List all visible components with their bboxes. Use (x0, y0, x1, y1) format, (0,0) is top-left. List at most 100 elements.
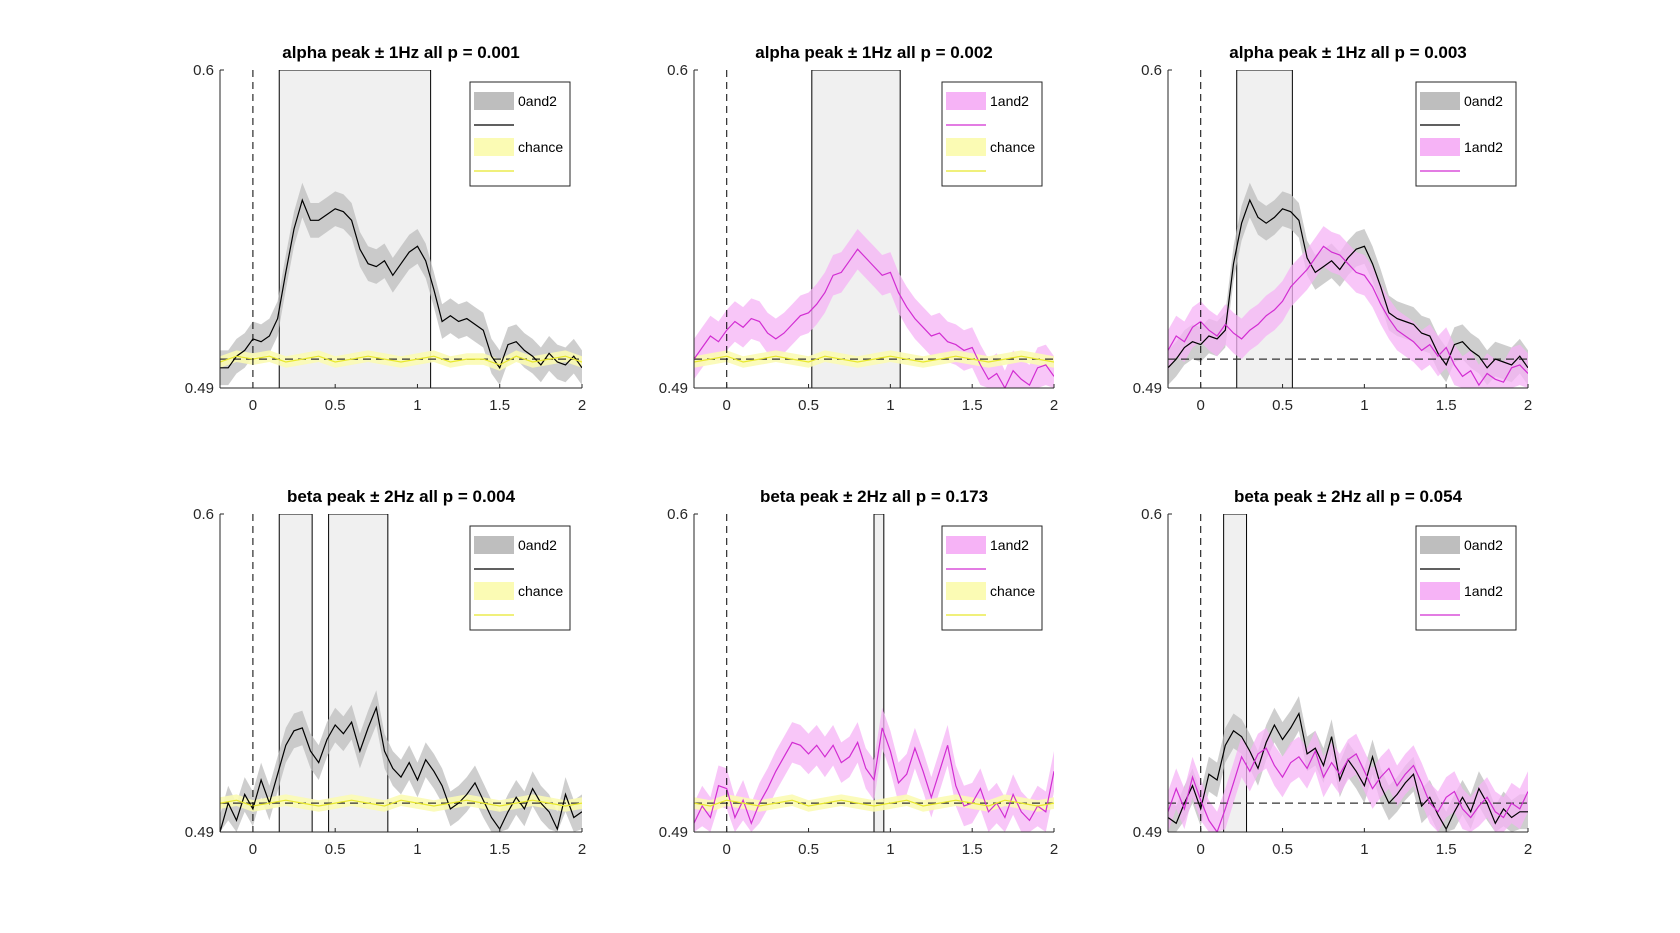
legend-band-swatch (1420, 138, 1460, 156)
legend-band-swatch (474, 582, 514, 600)
plot-area (1168, 514, 1528, 832)
legend-band-swatch (474, 138, 514, 156)
series-line-0and2 (1168, 198, 1528, 369)
x-tick-label: 0.5 (1272, 397, 1293, 414)
x-tick-label: 0 (1197, 397, 1205, 414)
plot-area (694, 514, 1054, 832)
y-tick-label: 0.49 (185, 824, 214, 841)
y-tick-label: 0.6 (193, 62, 214, 79)
series-band-0and2 (1168, 182, 1528, 386)
x-tick-label: 1.5 (962, 397, 983, 414)
x-tick-label: 0 (249, 841, 257, 858)
legend-label: 0and2 (518, 537, 557, 553)
x-tick-label: 1.5 (489, 841, 510, 858)
y-tick-label: 0.49 (185, 380, 214, 397)
legend-band-swatch (946, 582, 986, 600)
series-band-1and2 (694, 229, 1054, 388)
series-band-0and2 (220, 690, 582, 832)
subplot-6: 0 0.5 1 1.5 2 0.49 0.6 beta peak ± 2Hz all p = … (1133, 487, 1532, 858)
subplot-title: alpha peak ± 1Hz all p = 0.002 (755, 43, 993, 62)
significance-window-2 (328, 514, 389, 832)
series-band-chance (220, 350, 582, 371)
legend-band-swatch (946, 536, 986, 554)
legend-band-swatch (1420, 92, 1460, 110)
series-line-1and2 (694, 248, 1054, 388)
plot-area (220, 514, 582, 832)
significance-window-1 (873, 514, 885, 832)
subplot-1: 0 0.5 1 1.5 2 0.49 0.6 alpha peak ± 1Hz all p =… (185, 43, 586, 414)
subplot-title: alpha peak ± 1Hz all p = 0.003 (1229, 43, 1467, 62)
legend-label: chance (518, 583, 563, 599)
series-line-chance (694, 799, 1054, 807)
y-tick-label: 0.49 (659, 824, 688, 841)
plot-area (220, 70, 582, 388)
x-tick-label: 0 (249, 397, 257, 414)
legend-label: chance (990, 583, 1035, 599)
subplot-title: alpha peak ± 1Hz all p = 0.001 (282, 43, 520, 62)
legend-label: 1and2 (990, 537, 1029, 553)
subplot-3: 0 0.5 1 1.5 2 0.49 0.6 alpha peak ± 1Hz all p =… (1133, 43, 1532, 414)
x-tick-label: 1 (413, 841, 421, 858)
x-tick-label: 1.5 (489, 397, 510, 414)
x-tick-label: 0.5 (325, 397, 346, 414)
y-tick-label: 0.49 (1133, 824, 1162, 841)
legend: 0and2 1and2 (1415, 525, 1517, 631)
series-line-1and2 (1168, 245, 1528, 387)
x-tick-label: 2 (1050, 397, 1058, 414)
y-tick-label: 0.6 (667, 506, 688, 523)
subplot-4: 0 0.5 1 1.5 2 0.49 0.6 beta peak ± 2Hz all p = … (185, 487, 586, 858)
series-band-0and2 (220, 182, 582, 386)
legend-band-swatch (946, 138, 986, 156)
legend-label: chance (518, 139, 563, 155)
legend-band-swatch (474, 536, 514, 554)
legend-band-swatch (1420, 536, 1460, 554)
plot-area (1168, 70, 1528, 388)
x-tick-label: 0.5 (798, 397, 819, 414)
x-tick-label: 0 (723, 397, 731, 414)
y-tick-label: 0.6 (1141, 62, 1162, 79)
subplot-2: 0 0.5 1 1.5 2 0.49 0.6 alpha peak ± 1Hz all p =… (659, 43, 1058, 414)
x-tick-label: 2 (578, 397, 586, 414)
x-tick-label: 2 (1524, 841, 1532, 858)
y-tick-label: 0.6 (193, 506, 214, 523)
y-tick-label: 0.49 (659, 380, 688, 397)
series-line-chance (220, 355, 582, 366)
legend: 1and2 chance (941, 525, 1043, 631)
subplot-title: beta peak ± 2Hz all p = 0.054 (1234, 487, 1463, 506)
y-tick-label: 0.6 (667, 62, 688, 79)
series-line-1and2 (1168, 747, 1528, 832)
plot-area (694, 70, 1054, 388)
subplot-title: beta peak ± 2Hz all p = 0.173 (760, 487, 988, 506)
series-band-chance (220, 794, 582, 812)
series-line-0and2 (220, 198, 582, 370)
significance-window-1 (811, 70, 901, 388)
x-tick-label: 2 (1524, 397, 1532, 414)
legend-label: 0and2 (518, 93, 557, 109)
series-line-0and2 (220, 705, 582, 832)
legend-label: chance (990, 139, 1035, 155)
x-tick-label: 1.5 (1436, 397, 1457, 414)
legend-label: 0and2 (1464, 537, 1503, 553)
significance-window-1 (278, 514, 313, 832)
x-tick-label: 1 (1360, 397, 1368, 414)
x-tick-label: 0 (1197, 841, 1205, 858)
x-tick-label: 0 (723, 841, 731, 858)
legend: 0and2 chance (469, 525, 571, 631)
x-tick-label: 1.5 (1436, 841, 1457, 858)
series-line-chance (220, 799, 582, 807)
x-tick-label: 1 (886, 397, 894, 414)
series-line-1and2 (694, 727, 1054, 825)
legend-band-swatch (1420, 582, 1460, 600)
legend: 1and2 chance (941, 81, 1043, 187)
legend-label: 1and2 (1464, 139, 1503, 155)
legend-label: 1and2 (1464, 583, 1503, 599)
x-tick-label: 0.5 (798, 841, 819, 858)
legend-label: 1and2 (990, 93, 1029, 109)
series-band-chance (694, 794, 1054, 812)
series-line-chance (694, 355, 1054, 363)
legend: 0and2 chance (469, 81, 571, 187)
x-tick-label: 0.5 (1272, 841, 1293, 858)
x-tick-label: 2 (578, 841, 586, 858)
legend-label: 0and2 (1464, 93, 1503, 109)
